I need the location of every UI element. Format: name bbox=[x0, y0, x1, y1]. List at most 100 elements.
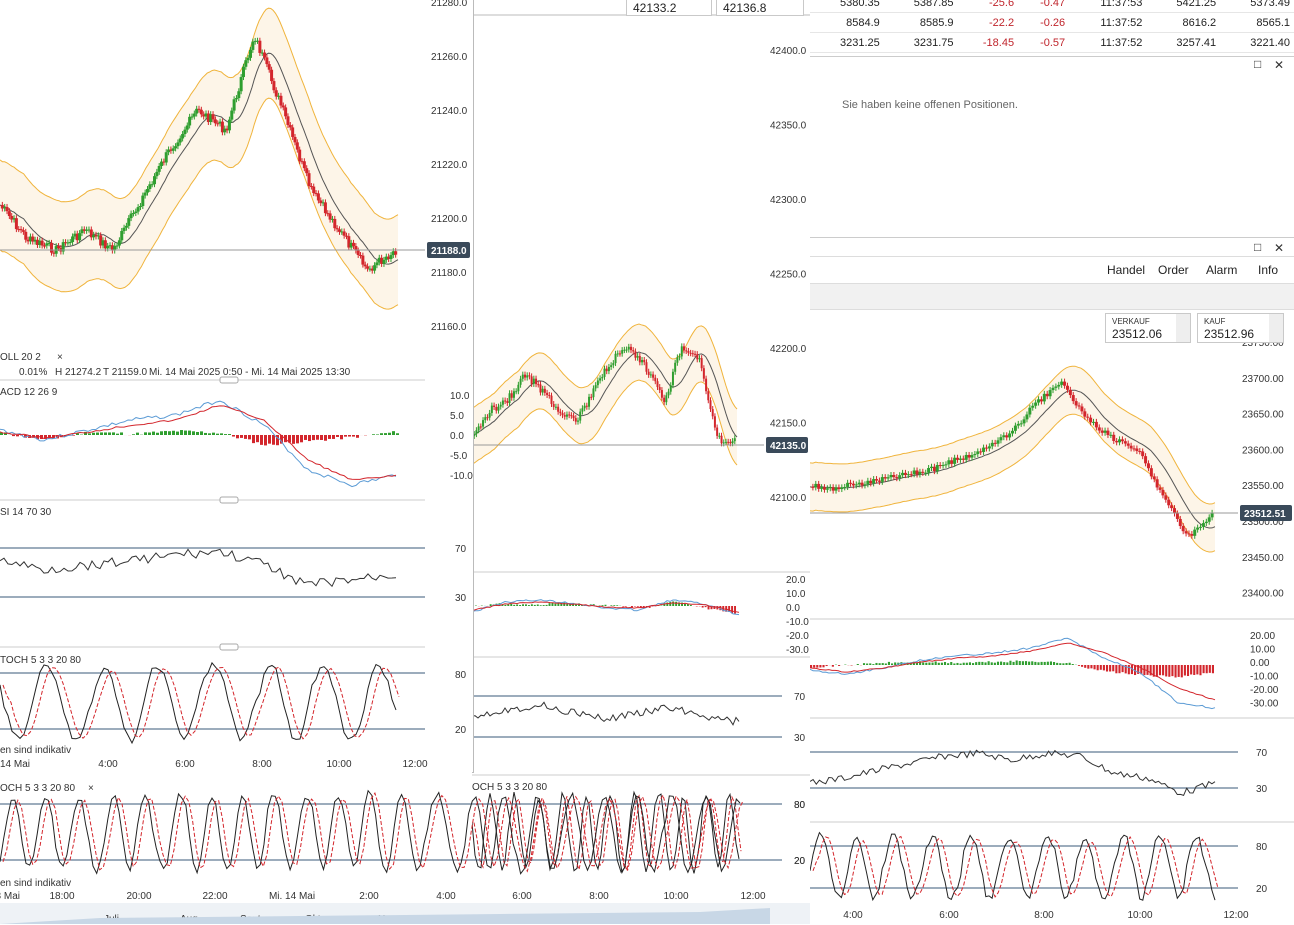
right-candle bbox=[988, 446, 991, 448]
middle-candle bbox=[555, 407, 557, 408]
left-macd-bar bbox=[16, 435, 19, 436]
left-macd-bar bbox=[120, 432, 123, 435]
right-candle bbox=[1135, 449, 1138, 452]
right-kauf-box[interactable]: KAUF 23512.96 bbox=[1197, 313, 1284, 343]
right-macd-bar bbox=[888, 662, 890, 665]
right-stoch-k bbox=[810, 833, 1215, 901]
macd-axis-tick: 20.0 bbox=[786, 575, 806, 586]
table-cell: 3231.25 bbox=[810, 33, 884, 53]
right-macd-bar bbox=[1059, 663, 1061, 665]
right-candle bbox=[858, 483, 861, 485]
middle-candle bbox=[652, 374, 654, 377]
tab-handel[interactable]: Handel bbox=[1107, 263, 1145, 277]
middle-candle bbox=[654, 378, 656, 381]
left-macd-bar bbox=[352, 435, 355, 437]
close-icon[interactable]: ✕ bbox=[1274, 241, 1284, 255]
time-axis-tick: 4:00 bbox=[843, 910, 863, 921]
right-macd-bar bbox=[928, 663, 930, 665]
right-rsi-line bbox=[810, 750, 1215, 795]
right-macd-bar bbox=[1128, 665, 1130, 674]
right-candle bbox=[913, 470, 916, 474]
verkauf-value: 23512.06 bbox=[1112, 327, 1162, 341]
right-macd-bar bbox=[816, 665, 818, 668]
right-candle bbox=[1124, 441, 1127, 443]
right-macd-bar bbox=[1165, 665, 1167, 676]
table-cell: 8585.9 bbox=[884, 13, 958, 33]
left-candle bbox=[394, 251, 397, 254]
middle-candle bbox=[716, 428, 718, 436]
tab-alarm[interactable]: Alarm bbox=[1206, 263, 1237, 277]
right-macd-bar bbox=[944, 662, 946, 665]
right-macd-bar bbox=[922, 663, 924, 665]
tab-order[interactable]: Order bbox=[1158, 263, 1189, 277]
left-candle bbox=[118, 240, 121, 245]
left-macd-bar bbox=[196, 432, 199, 435]
left-macd-bar bbox=[236, 435, 239, 438]
table-cell: 3221.40 bbox=[1220, 33, 1294, 53]
middle-candle bbox=[698, 358, 700, 359]
price-axis-tick: 42400.0 bbox=[770, 46, 807, 57]
right-candle bbox=[916, 470, 919, 474]
table-cell: 5373.49 bbox=[1220, 0, 1294, 13]
middle-candle bbox=[548, 395, 550, 396]
right-candle bbox=[1063, 382, 1066, 386]
left-macd-bar bbox=[300, 435, 303, 442]
right-candle bbox=[1150, 468, 1153, 476]
no-positions-text: Sie haben keine offenen Positionen. bbox=[842, 99, 1018, 111]
stoch-label: TOCH 5 3 3 20 80 bbox=[0, 655, 81, 666]
left-candle bbox=[151, 184, 154, 185]
middle-macd-bar bbox=[513, 605, 515, 606]
middle-kauf-box[interactable]: 42136.8 bbox=[716, 0, 804, 16]
middle-macd-bar bbox=[563, 603, 565, 606]
middle-candle bbox=[665, 395, 667, 402]
boll-label: OLL 20 2 bbox=[0, 352, 41, 363]
macd-axis-tick: -10.0 bbox=[786, 617, 809, 628]
left-candle bbox=[141, 196, 144, 206]
right-candle bbox=[1127, 444, 1130, 446]
middle-macd-bar bbox=[537, 604, 539, 606]
right-candle bbox=[835, 487, 838, 490]
left-macd-bar bbox=[244, 435, 247, 439]
middle-candle bbox=[692, 353, 694, 354]
macd-axis-tick: -5.0 bbox=[450, 451, 468, 462]
left-macd-bar bbox=[240, 435, 243, 438]
stoch-axis-tick: 80 bbox=[1256, 842, 1268, 853]
middle-candle bbox=[517, 385, 519, 391]
right-candle bbox=[826, 488, 829, 489]
right-candle bbox=[1043, 394, 1046, 402]
left-candle bbox=[186, 125, 189, 129]
right-macd-bar bbox=[869, 663, 871, 665]
right-macd-bar bbox=[925, 663, 927, 665]
left-macd-bar bbox=[328, 435, 331, 439]
maximize-icon[interactable]: □ bbox=[1254, 57, 1261, 71]
time-axis-tick: Mi. 14 Mai bbox=[269, 891, 315, 902]
middle-candle bbox=[648, 372, 650, 375]
middle-macd-bar bbox=[507, 604, 509, 606]
right-macd-bar bbox=[832, 665, 834, 667]
right-band-fill bbox=[810, 366, 1215, 552]
maximize-icon[interactable]: □ bbox=[1254, 240, 1261, 254]
right-macd-bar bbox=[872, 664, 874, 665]
left-last-price-tag: 21188.0 bbox=[431, 246, 467, 257]
left-candle bbox=[125, 226, 128, 228]
boll-close-icon: × bbox=[57, 352, 63, 363]
stoch-close-icon: × bbox=[88, 783, 94, 794]
right-macd-bar bbox=[826, 665, 828, 666]
middle-candle bbox=[544, 389, 546, 393]
middle-candle bbox=[528, 375, 530, 376]
right-chart-svg[interactable]: 23750.0023700.0023650.0023600.0023550.00… bbox=[810, 308, 1294, 925]
left-candle bbox=[183, 130, 186, 134]
middle-verkauf-box[interactable]: 42133.2 bbox=[626, 0, 712, 16]
close-icon[interactable]: ✕ bbox=[1274, 58, 1284, 72]
right-candle bbox=[811, 487, 814, 488]
tab-info[interactable]: Info bbox=[1258, 263, 1278, 277]
left-chart-svg[interactable]: 21280.021260.021240.021220.021200.021180… bbox=[0, 0, 473, 772]
high-value: H 21274.2 bbox=[55, 367, 102, 378]
right-verkauf-box[interactable]: VERKAUF 23512.06 bbox=[1105, 313, 1191, 343]
middle-candle bbox=[586, 406, 588, 407]
